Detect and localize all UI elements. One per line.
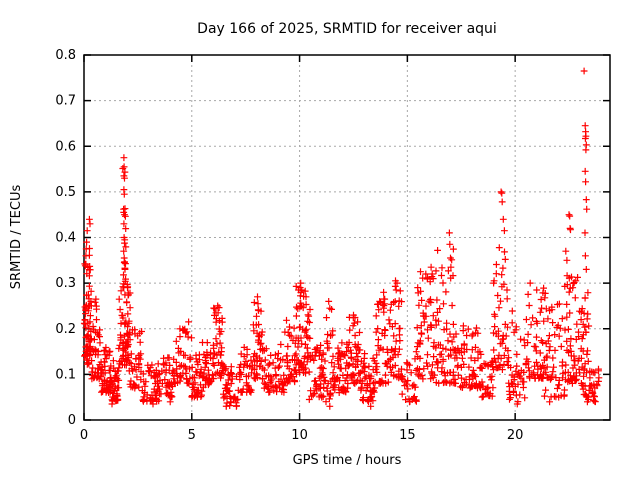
y-tick-label: 0.7 xyxy=(55,94,76,109)
x-axis-label: GPS time / hours xyxy=(293,453,402,468)
x-tick-label: 10 xyxy=(291,428,308,443)
chart-title: Day 166 of 2025, SRMTID for receiver aqu… xyxy=(197,21,497,37)
y-tick-label: 0.1 xyxy=(55,367,76,382)
y-tick-label: 0.4 xyxy=(55,231,76,246)
x-tick-label: 15 xyxy=(399,428,416,443)
data-points xyxy=(80,67,603,410)
y-tick-label: 0.8 xyxy=(55,48,76,63)
y-tick-label: 0.2 xyxy=(55,322,76,337)
y-tick-label: 0.6 xyxy=(55,139,76,154)
tick-labels: 0 5 10 15 20 0 0.1 0.2 0.3 0.4 0.5 0.6 0.7 0.8 xyxy=(55,48,523,443)
y-tick-label: 0 xyxy=(68,413,76,428)
grid-lines xyxy=(84,55,610,420)
x-tick-label: 20 xyxy=(507,428,524,443)
y-tick-label: 0.3 xyxy=(55,276,76,291)
x-tick-label: 0 xyxy=(80,428,88,443)
y-axis-label: SRMTID / TECUs xyxy=(9,185,24,290)
y-tick-label: 0.5 xyxy=(55,185,76,200)
x-tick-label: 5 xyxy=(188,428,196,443)
scatter-plus-markers xyxy=(80,67,603,410)
